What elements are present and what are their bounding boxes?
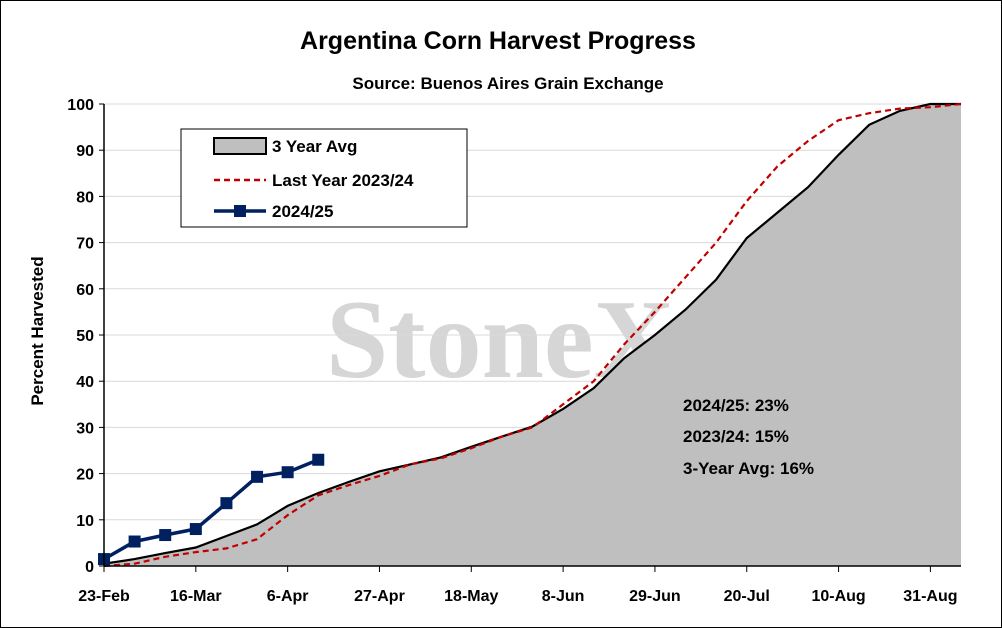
legend-label-last-year: Last Year 2023/24 (272, 171, 414, 190)
x-tick-label-3: 27-Apr (354, 588, 405, 605)
y-tick-label-40: 40 (76, 374, 94, 391)
marker-2024-25-6 (281, 466, 294, 479)
y-tick-labels: 0 10 20 30 40 50 60 70 80 90 100 (67, 97, 104, 576)
legend-swatch-2024-25-marker (234, 205, 246, 217)
series-last-year (103, 102, 962, 568)
x-tick-label-8: 10-Aug (811, 588, 865, 605)
line-last-year (103, 102, 962, 568)
marker-2024-25-7 (312, 453, 325, 466)
area-3yr-avg-fill (104, 104, 961, 566)
legend-label-2024-25: 2024/25 (272, 202, 333, 221)
x-tick-label-5: 8-Jun (542, 588, 585, 605)
x-tick-label-2: 6-Apr (267, 588, 309, 605)
series-3yr-avg (103, 102, 961, 566)
x-tick-label-6: 29-Jun (629, 588, 681, 605)
x-tick-label-4: 18-May (444, 588, 498, 605)
chart-subtitle: Source: Buenos Aires Grain Exchange (352, 74, 663, 93)
y-axis-label: Percent Harvested (28, 256, 47, 405)
x-tick-label-1: 16-Mar (170, 588, 222, 605)
series-2024-25 (98, 453, 325, 566)
annotation-2024-25: 2024/25: 23% (683, 396, 789, 415)
y-tick-label-60: 60 (76, 282, 94, 299)
y-tick-label-80: 80 (76, 189, 94, 206)
y-tick-label-100: 100 (67, 97, 94, 114)
x-tick-label-7: 20-Jul (724, 588, 770, 605)
y-tick-label-20: 20 (76, 467, 94, 484)
marker-2024-25-5 (251, 470, 264, 483)
marker-2024-25-4 (220, 497, 233, 510)
marker-2024-25-2 (159, 529, 172, 542)
chart-title: Argentina Corn Harvest Progress (300, 27, 696, 55)
x-tick-labels: 23-Feb 16-Mar 6-Apr 27-Apr 18-May 8-Jun 29-Jun… (78, 566, 958, 605)
y-tick-label-70: 70 (76, 236, 94, 253)
x-tick-label-0: 23-Feb (78, 588, 130, 605)
x-tick-label-9: 31-Aug (903, 588, 957, 605)
legend-swatch-3yr-avg (213, 137, 267, 155)
y-tick-label-30: 30 (76, 420, 94, 437)
marker-2024-25-3 (189, 523, 202, 536)
annotation-2023-24: 2023/24: 15% (683, 427, 789, 446)
marker-2024-25-1 (128, 535, 141, 548)
annotation-3yr-avg: 3-Year Avg: 16% (683, 459, 814, 478)
y-tick-label-0: 0 (85, 559, 94, 576)
line-3yr-avg (103, 102, 961, 565)
y-tick-label-50: 50 (76, 328, 94, 345)
y-tick-label-10: 10 (76, 513, 94, 530)
legend: 3 Year Avg Last Year 2023/24 2024/25 (180, 128, 468, 228)
y-tick-label-90: 90 (76, 143, 94, 160)
legend-label-3yr-avg: 3 Year Avg (272, 137, 357, 156)
